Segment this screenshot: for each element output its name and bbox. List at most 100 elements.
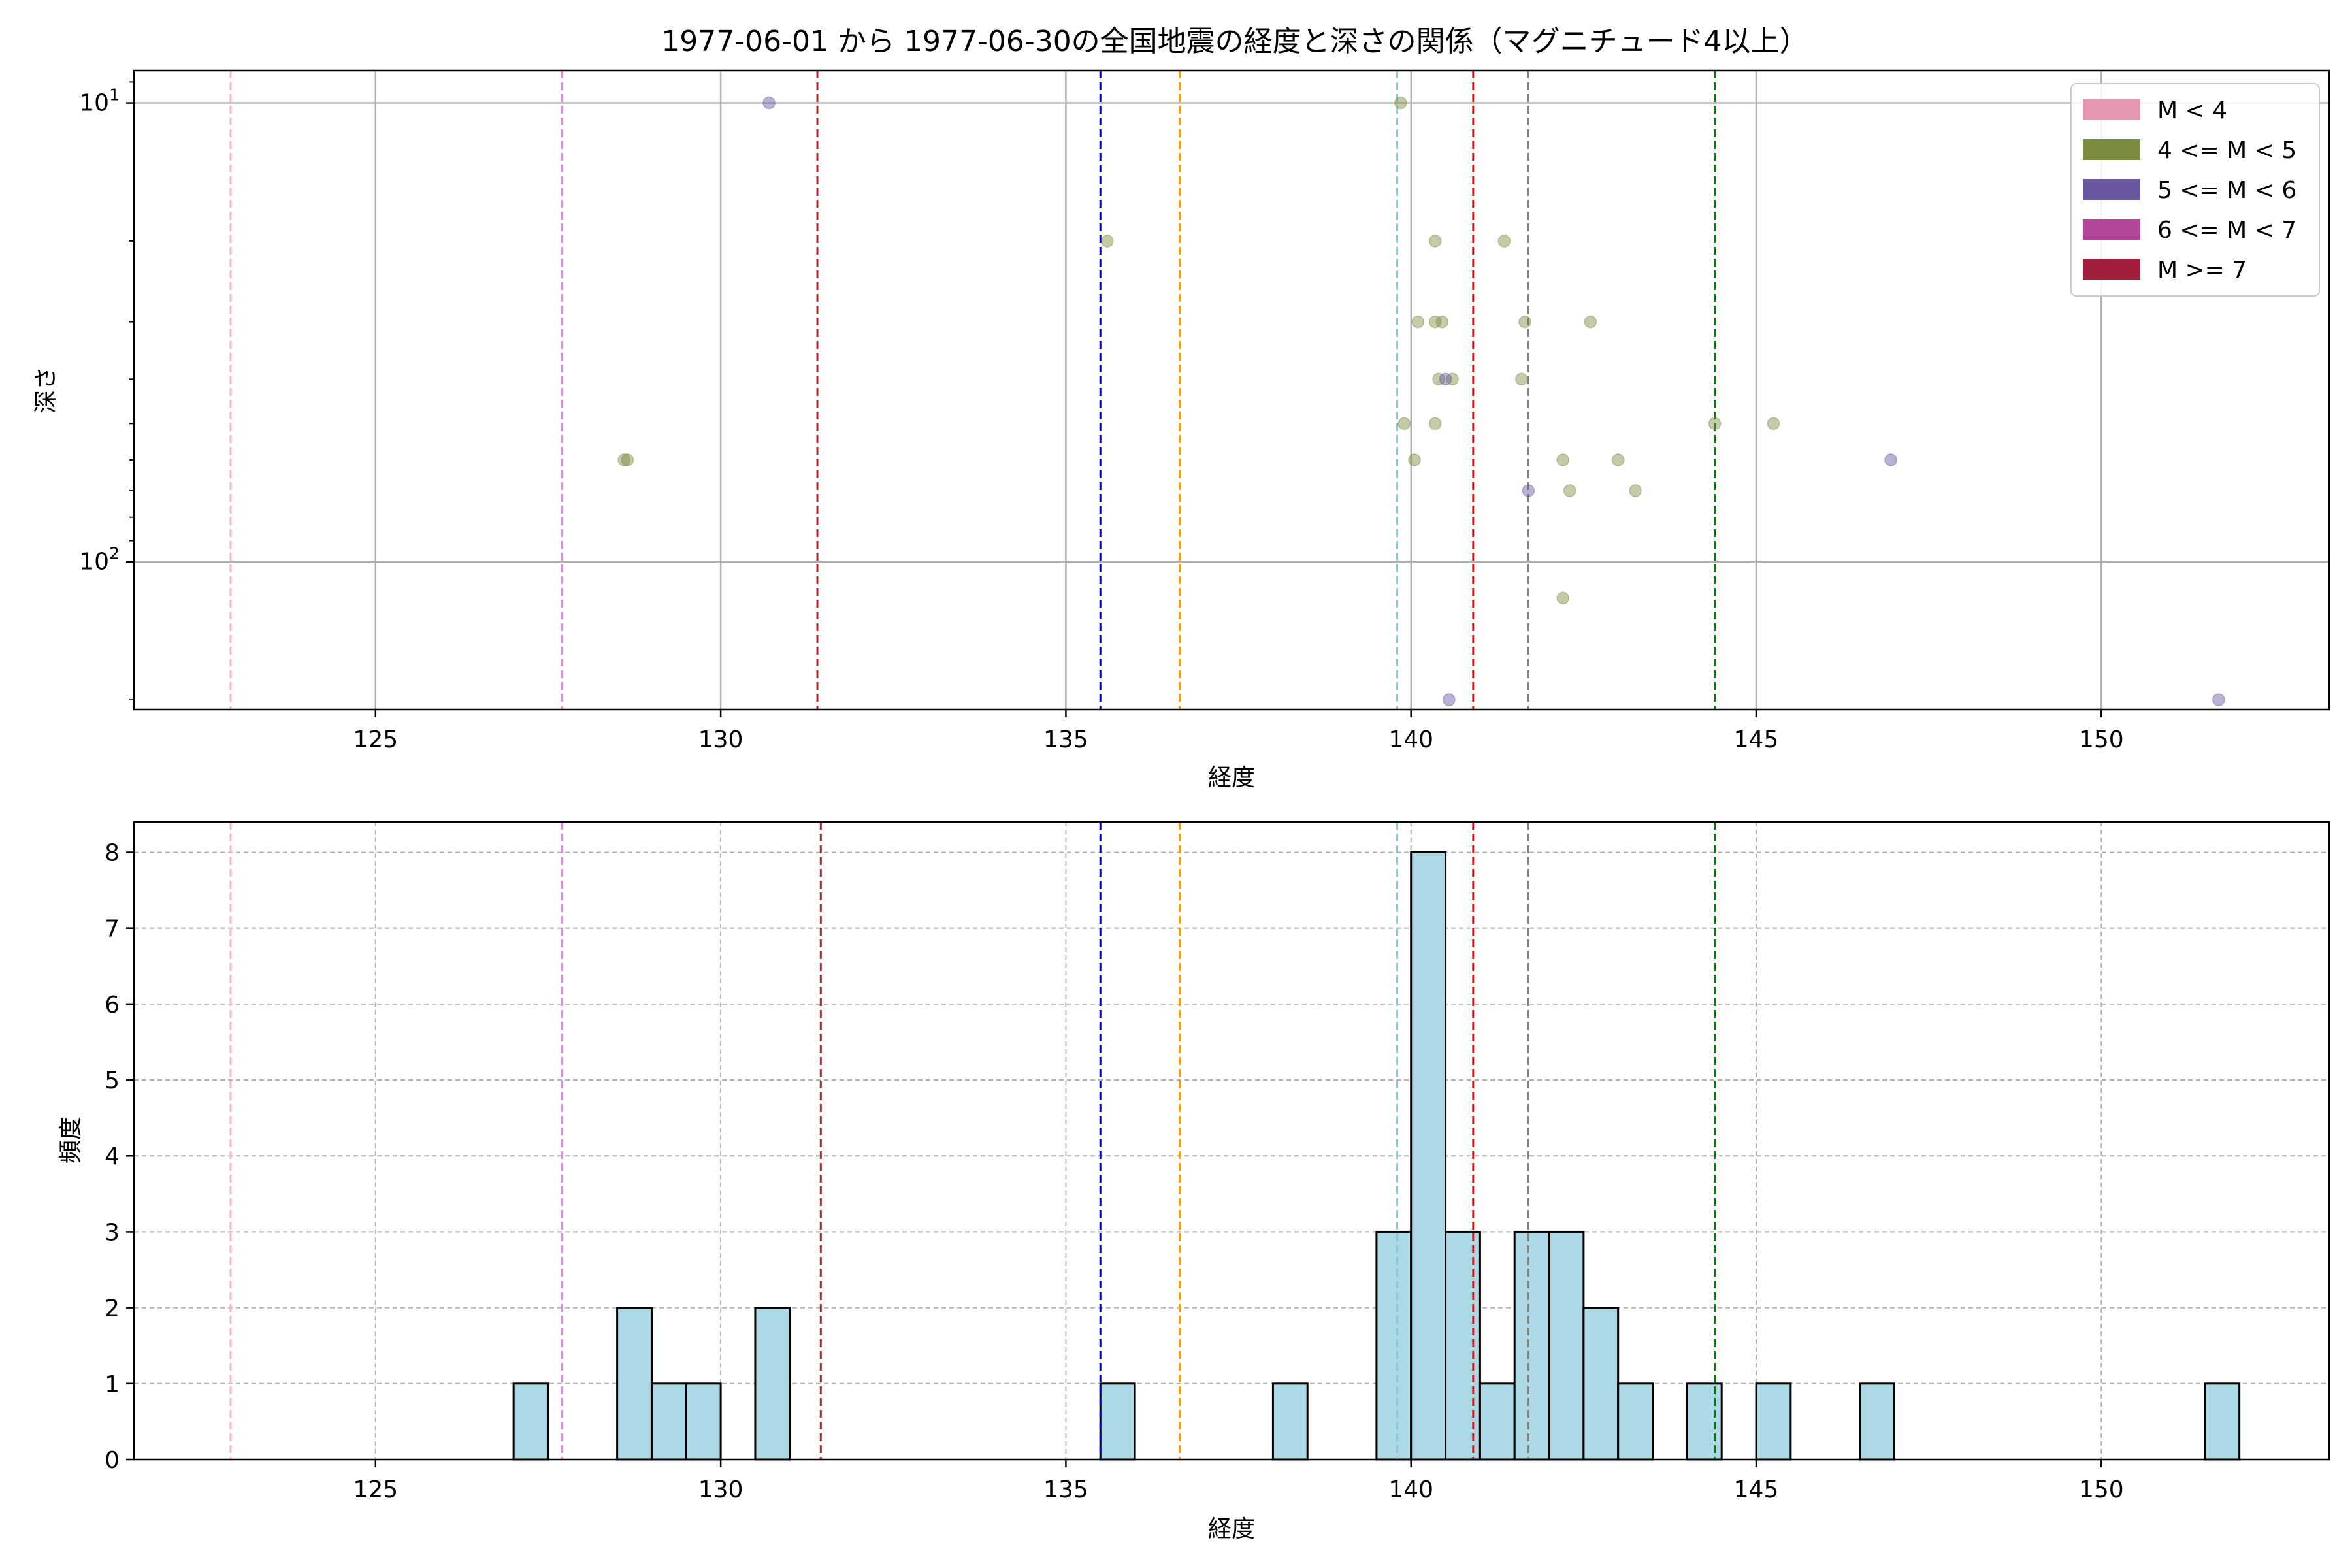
scatter-point — [1446, 372, 1459, 386]
scatter-point — [1394, 96, 1407, 110]
legend-label: 5 <= M < 6 — [2157, 177, 2296, 204]
scatter-point — [1411, 315, 1425, 329]
histogram-x-tick-label: 140 — [1388, 1477, 1433, 1503]
legend-label: M >= 7 — [2157, 257, 2247, 284]
legend-swatch — [2083, 259, 2140, 280]
scatter-point — [1556, 591, 1569, 605]
histogram-y-tick-label: 8 — [105, 840, 120, 866]
scatter-point — [1101, 235, 1114, 248]
scatter-y-ticks: 101 102 — [79, 81, 134, 701]
scatter-x-tick-label: 145 — [1734, 727, 1779, 753]
histogram-axes-frame — [133, 821, 2330, 1461]
histogram-bar — [754, 1307, 791, 1461]
histogram-y-tick-label: 6 — [105, 992, 120, 1019]
scatter-x-tick-label: 140 — [1388, 727, 1433, 753]
histogram-y-label: 頻度 — [57, 1117, 84, 1164]
scatter-x-ticks: 125 130 135 140 145 150 — [353, 710, 2124, 753]
scatter-point — [2212, 693, 2225, 706]
scatter-panel: 125 130 135 140 145 150 101 102 経度 深さ M < 4 4 <… — [33, 69, 2330, 791]
scatter-point — [1397, 417, 1411, 431]
legend-swatch — [2083, 179, 2140, 200]
scatter-axes-frame — [133, 69, 2330, 711]
scatter-point — [617, 453, 630, 466]
histogram-bar — [1099, 1382, 1136, 1461]
histogram-y-tick-label: 0 — [105, 1447, 120, 1474]
scatter-point — [1428, 235, 1442, 248]
histogram-y-tick-label: 2 — [105, 1296, 120, 1322]
legend-label: 4 <= M < 5 — [2157, 137, 2296, 164]
histogram-bar — [1548, 1230, 1585, 1461]
histogram-bar — [1686, 1382, 1723, 1461]
histogram-bar — [1478, 1382, 1516, 1461]
histogram-bar — [650, 1382, 687, 1461]
scatter-point — [1428, 315, 1442, 329]
scatter-y-tick-label: 101 — [79, 86, 120, 117]
scatter-point — [621, 453, 634, 466]
chart-title: 1977-06-01 から 1977-06-30の全国地震の経度と深さの関係（マ… — [661, 25, 1808, 58]
legend-label: M < 4 — [2157, 97, 2227, 124]
histogram-bar — [1513, 1230, 1550, 1461]
scatter-point — [1428, 417, 1442, 431]
histogram-panel: 125 130 135 140 145 150 0 1 2 3 4 5 6 7 8 経度 頻度 — [57, 821, 2330, 1543]
histogram-x-tick-label: 125 — [353, 1477, 398, 1503]
scatter-point — [1515, 372, 1528, 386]
histogram-y-tick-label: 7 — [105, 916, 120, 943]
scatter-x-tick-label: 150 — [2079, 727, 2124, 753]
histogram-x-label: 経度 — [1208, 1516, 1255, 1543]
scatter-reference-lines — [229, 71, 1716, 710]
legend-label: 6 <= M < 7 — [2157, 217, 2296, 244]
histogram-bar — [1859, 1382, 1895, 1461]
histogram-x-tick-label: 135 — [1043, 1477, 1088, 1503]
histogram-y-tick-label: 1 — [105, 1371, 120, 1398]
histogram-y-tick-label: 3 — [105, 1219, 120, 1246]
scatter-point — [1518, 315, 1531, 329]
scatter-points — [617, 96, 2225, 706]
histogram-bar — [1755, 1382, 1792, 1461]
histogram-x-tick-label: 145 — [1734, 1477, 1779, 1503]
scatter-point — [1708, 417, 1722, 431]
histogram-x-tick-label: 150 — [2079, 1477, 2124, 1503]
scatter-x-tick-label: 130 — [698, 727, 743, 753]
histogram-x-tick-label: 130 — [698, 1477, 743, 1503]
histogram-bars — [512, 851, 2241, 1461]
scatter-point — [1435, 315, 1449, 329]
scatter-point — [1408, 453, 1421, 466]
histogram-bar — [1617, 1382, 1654, 1461]
scatter-x-label: 経度 — [1208, 764, 1255, 791]
scatter-point — [1497, 235, 1511, 248]
scatter-point — [1629, 484, 1642, 497]
histogram-bar — [1410, 851, 1447, 1461]
scatter-x-tick-label: 135 — [1043, 727, 1088, 753]
legend-swatch — [2083, 219, 2140, 240]
scatter-point — [1584, 315, 1597, 329]
histogram-bar — [1445, 1230, 1481, 1461]
histogram-bar — [2204, 1382, 2241, 1461]
histogram-bar — [616, 1307, 653, 1461]
histogram-y-ticks: 0 1 2 3 4 5 6 7 8 — [105, 840, 134, 1474]
scatter-point — [762, 96, 776, 110]
scatter-point — [1767, 417, 1780, 431]
histogram-bar — [1375, 1230, 1413, 1461]
scatter-y-tick-label: 102 — [79, 544, 120, 576]
scatter-point — [1611, 453, 1625, 466]
histogram-bar — [685, 1382, 722, 1461]
histogram-reference-lines — [229, 822, 1716, 1460]
legend-swatch — [2083, 99, 2140, 120]
histogram-bar — [1582, 1307, 1620, 1461]
histogram-x-ticks: 125 130 135 140 145 150 — [353, 1460, 2124, 1503]
histogram-bar — [1271, 1382, 1309, 1461]
scatter-point — [1432, 372, 1445, 386]
scatter-y-label: 深さ — [33, 367, 59, 414]
scatter-x-tick-label: 125 — [353, 727, 398, 753]
histogram-y-tick-label: 5 — [105, 1068, 120, 1094]
legend-box — [2070, 83, 2320, 297]
legend: M < 4 4 <= M < 5 5 <= M < 6 6 <= M < 7 M >= … — [2070, 83, 2320, 297]
scatter-point — [1439, 372, 1452, 386]
scatter-point — [1556, 453, 1569, 466]
scatter-point — [1443, 693, 1456, 706]
legend-swatch — [2083, 139, 2140, 160]
scatter-point — [1563, 484, 1576, 497]
histogram-bar — [512, 1382, 549, 1461]
